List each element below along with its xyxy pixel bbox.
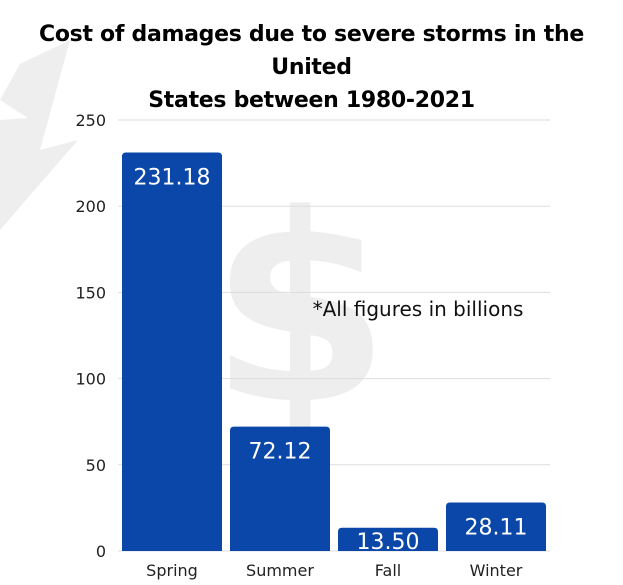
x-axis: Spring Summer Fall Winter	[146, 561, 523, 580]
data-label: 28.11	[465, 516, 528, 541]
dollar-sign-icon: $	[210, 160, 391, 462]
bars: 231.18 72.12 13.50 28.11	[122, 152, 546, 555]
bar-fall	[338, 527, 438, 551]
y-tick-label: 0	[96, 542, 106, 561]
y-tick-label: 100	[75, 370, 106, 389]
y-tick-label: 150	[75, 283, 106, 302]
annotation-note: *All figures in billions	[313, 297, 524, 321]
data-label: 231.18	[134, 165, 211, 190]
lightning-bolt-icon	[0, 40, 78, 230]
x-tick-label: Winter	[470, 561, 523, 580]
y-axis: 0 50 100 150 200 250	[75, 111, 106, 561]
y-tick-label: 250	[75, 111, 106, 130]
x-tick-label: Summer	[246, 561, 314, 580]
data-label: 13.50	[357, 530, 420, 555]
x-tick-label: Spring	[146, 561, 198, 580]
y-tick-label: 200	[75, 197, 106, 216]
chart-title: Cost of damages due to severe storms in …	[0, 18, 623, 117]
bar-winter	[446, 502, 546, 551]
chart-title-line-2: States between 1980-2021	[148, 88, 475, 113]
x-tick-label: Fall	[375, 561, 401, 580]
data-label: 72.12	[249, 440, 312, 465]
y-tick-label: 50	[86, 456, 106, 475]
bar-spring	[122, 152, 222, 551]
bar-summer	[230, 426, 330, 551]
chart-title-line-1: Cost of damages due to severe storms in …	[39, 22, 584, 80]
watermark-graphics: $	[0, 40, 390, 462]
